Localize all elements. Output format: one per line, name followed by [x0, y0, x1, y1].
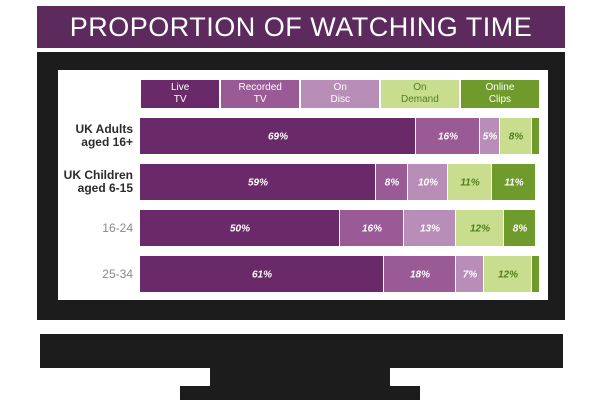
legend-label: Online Clips: [485, 82, 515, 105]
value-label: 61%: [252, 270, 272, 281]
value-label: 8%: [509, 132, 524, 143]
bar-segment: [448, 164, 491, 200]
category-label: UK Children aged 6-15: [63, 168, 133, 195]
value-label: 59%: [248, 178, 268, 189]
bar-segment: [532, 256, 539, 292]
value-label: 69%: [268, 132, 288, 143]
bar-segment: [532, 118, 539, 154]
monitor-base: [40, 334, 563, 368]
bar-segment: [484, 256, 531, 292]
legend-swatch: [141, 80, 219, 108]
bar-segment: [384, 256, 455, 292]
legend-label: On Demand: [401, 82, 439, 105]
value-label: 12%: [498, 270, 518, 281]
bar-segment: [504, 210, 535, 246]
bar-segment: [140, 118, 415, 154]
legend-swatch: [221, 80, 299, 108]
value-label: 16%: [362, 224, 382, 235]
stand-neck: [210, 368, 390, 386]
value-label: 8%: [385, 178, 400, 189]
bar-segment: [404, 210, 455, 246]
bar-segment: [500, 118, 531, 154]
bar-segment: [456, 210, 503, 246]
legend-label: On Disc: [330, 82, 350, 105]
legend-swatch: [381, 80, 459, 108]
bar-segment: [416, 118, 479, 154]
legend-swatch: [301, 80, 379, 108]
title-banner: [37, 6, 565, 48]
bar-segment: [140, 256, 383, 292]
bar-segment: [492, 164, 535, 200]
bar-segment: [340, 210, 403, 246]
value-label: 8%: [513, 224, 528, 235]
legend-swatch: [461, 80, 539, 108]
stand-foot: [180, 386, 420, 400]
value-label: 18%: [410, 270, 430, 281]
value-label: 50%: [230, 224, 250, 235]
value-label: 16%: [438, 132, 458, 143]
value-label: 11%: [504, 178, 523, 189]
chart-title: PROPORTION OF WATCHING TIME: [70, 12, 533, 42]
bar-segment: [456, 256, 483, 292]
value-label: 12%: [470, 224, 490, 235]
value-label: 5%: [483, 132, 498, 143]
category-label: 16-24: [102, 220, 133, 235]
legend-label: Recorded TV: [238, 82, 282, 105]
bar-segment: [408, 164, 447, 200]
value-label: 11%: [460, 178, 479, 189]
value-label: 10%: [418, 178, 438, 189]
bar-segment: [376, 164, 407, 200]
category-label: UK Adults aged 16+: [75, 122, 133, 149]
bar-segment: [480, 118, 499, 154]
category-label: 25-34: [102, 266, 133, 281]
value-label: 13%: [420, 224, 440, 235]
bar-segment: [140, 210, 339, 246]
legend-label: Live TV: [171, 82, 190, 105]
bar-segment: [140, 164, 375, 200]
value-label: 7%: [463, 270, 478, 281]
